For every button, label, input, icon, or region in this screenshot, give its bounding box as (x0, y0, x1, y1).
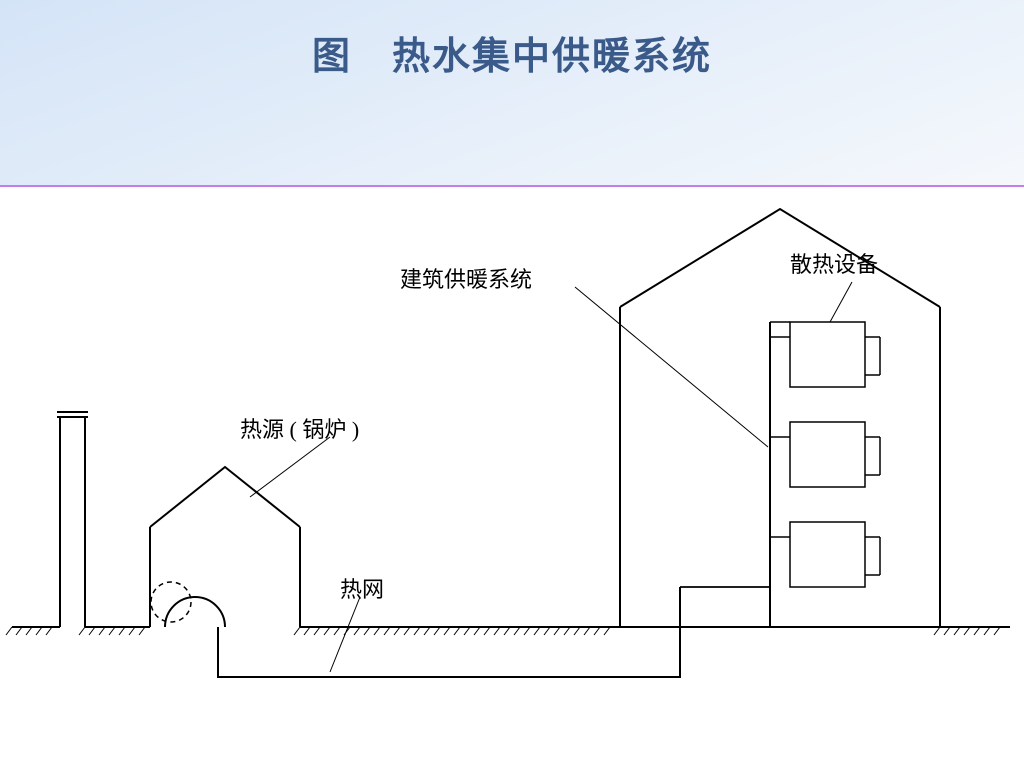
diagram-area: 热源 ( 锅炉 ) 热网 建筑供暖系统 散热设备 (0, 187, 1024, 768)
header-panel: 图 热水集中供暖系统 (0, 0, 1024, 185)
label-radiator: 散热设备 (790, 247, 878, 279)
label-building-system: 建筑供暖系统 (400, 262, 532, 294)
label-heat-network: 热网 (340, 572, 384, 604)
label-heat-source: 热源 ( 锅炉 ) (240, 412, 359, 444)
page-title: 图 热水集中供暖系统 (312, 25, 712, 80)
